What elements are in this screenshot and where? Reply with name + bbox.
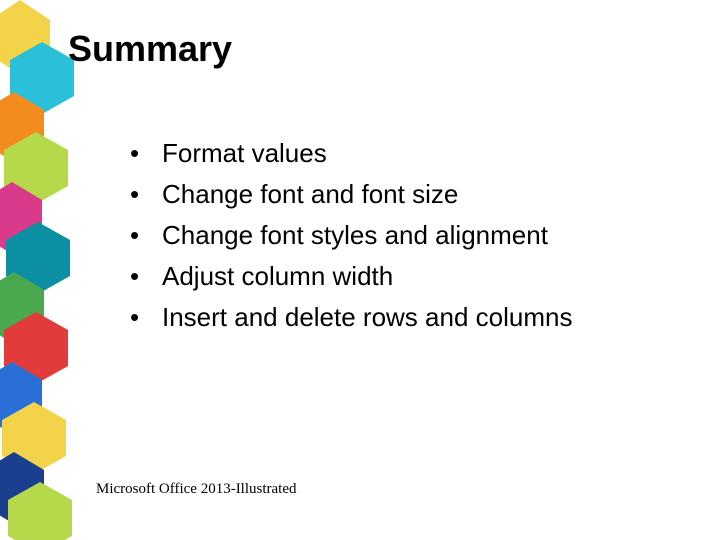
bullet-marker: • xyxy=(130,300,162,335)
bullet-marker: • xyxy=(130,218,162,253)
footer-text: Microsoft Office 2013-Illustrated xyxy=(96,481,297,498)
list-item: • Format values xyxy=(130,136,680,171)
bullet-list: • Format values • Change font and font s… xyxy=(130,136,680,335)
bullet-text: Adjust column width xyxy=(162,259,393,294)
bullet-text: Format values xyxy=(162,136,327,171)
list-item: • Insert and delete rows and columns xyxy=(130,300,680,335)
list-item: • Adjust column width xyxy=(130,259,680,294)
slide-body: Summary • Format values • Change font an… xyxy=(0,0,720,540)
bullet-text: Insert and delete rows and columns xyxy=(162,300,572,335)
bullet-marker: • xyxy=(130,136,162,171)
bullet-marker: • xyxy=(130,177,162,212)
slide-title: Summary xyxy=(68,28,680,70)
list-item: • Change font and font size xyxy=(130,177,680,212)
bullet-text: Change font and font size xyxy=(162,177,458,212)
bullet-text: Change font styles and alignment xyxy=(162,218,548,253)
bullet-marker: • xyxy=(130,259,162,294)
list-item: • Change font styles and alignment xyxy=(130,218,680,253)
